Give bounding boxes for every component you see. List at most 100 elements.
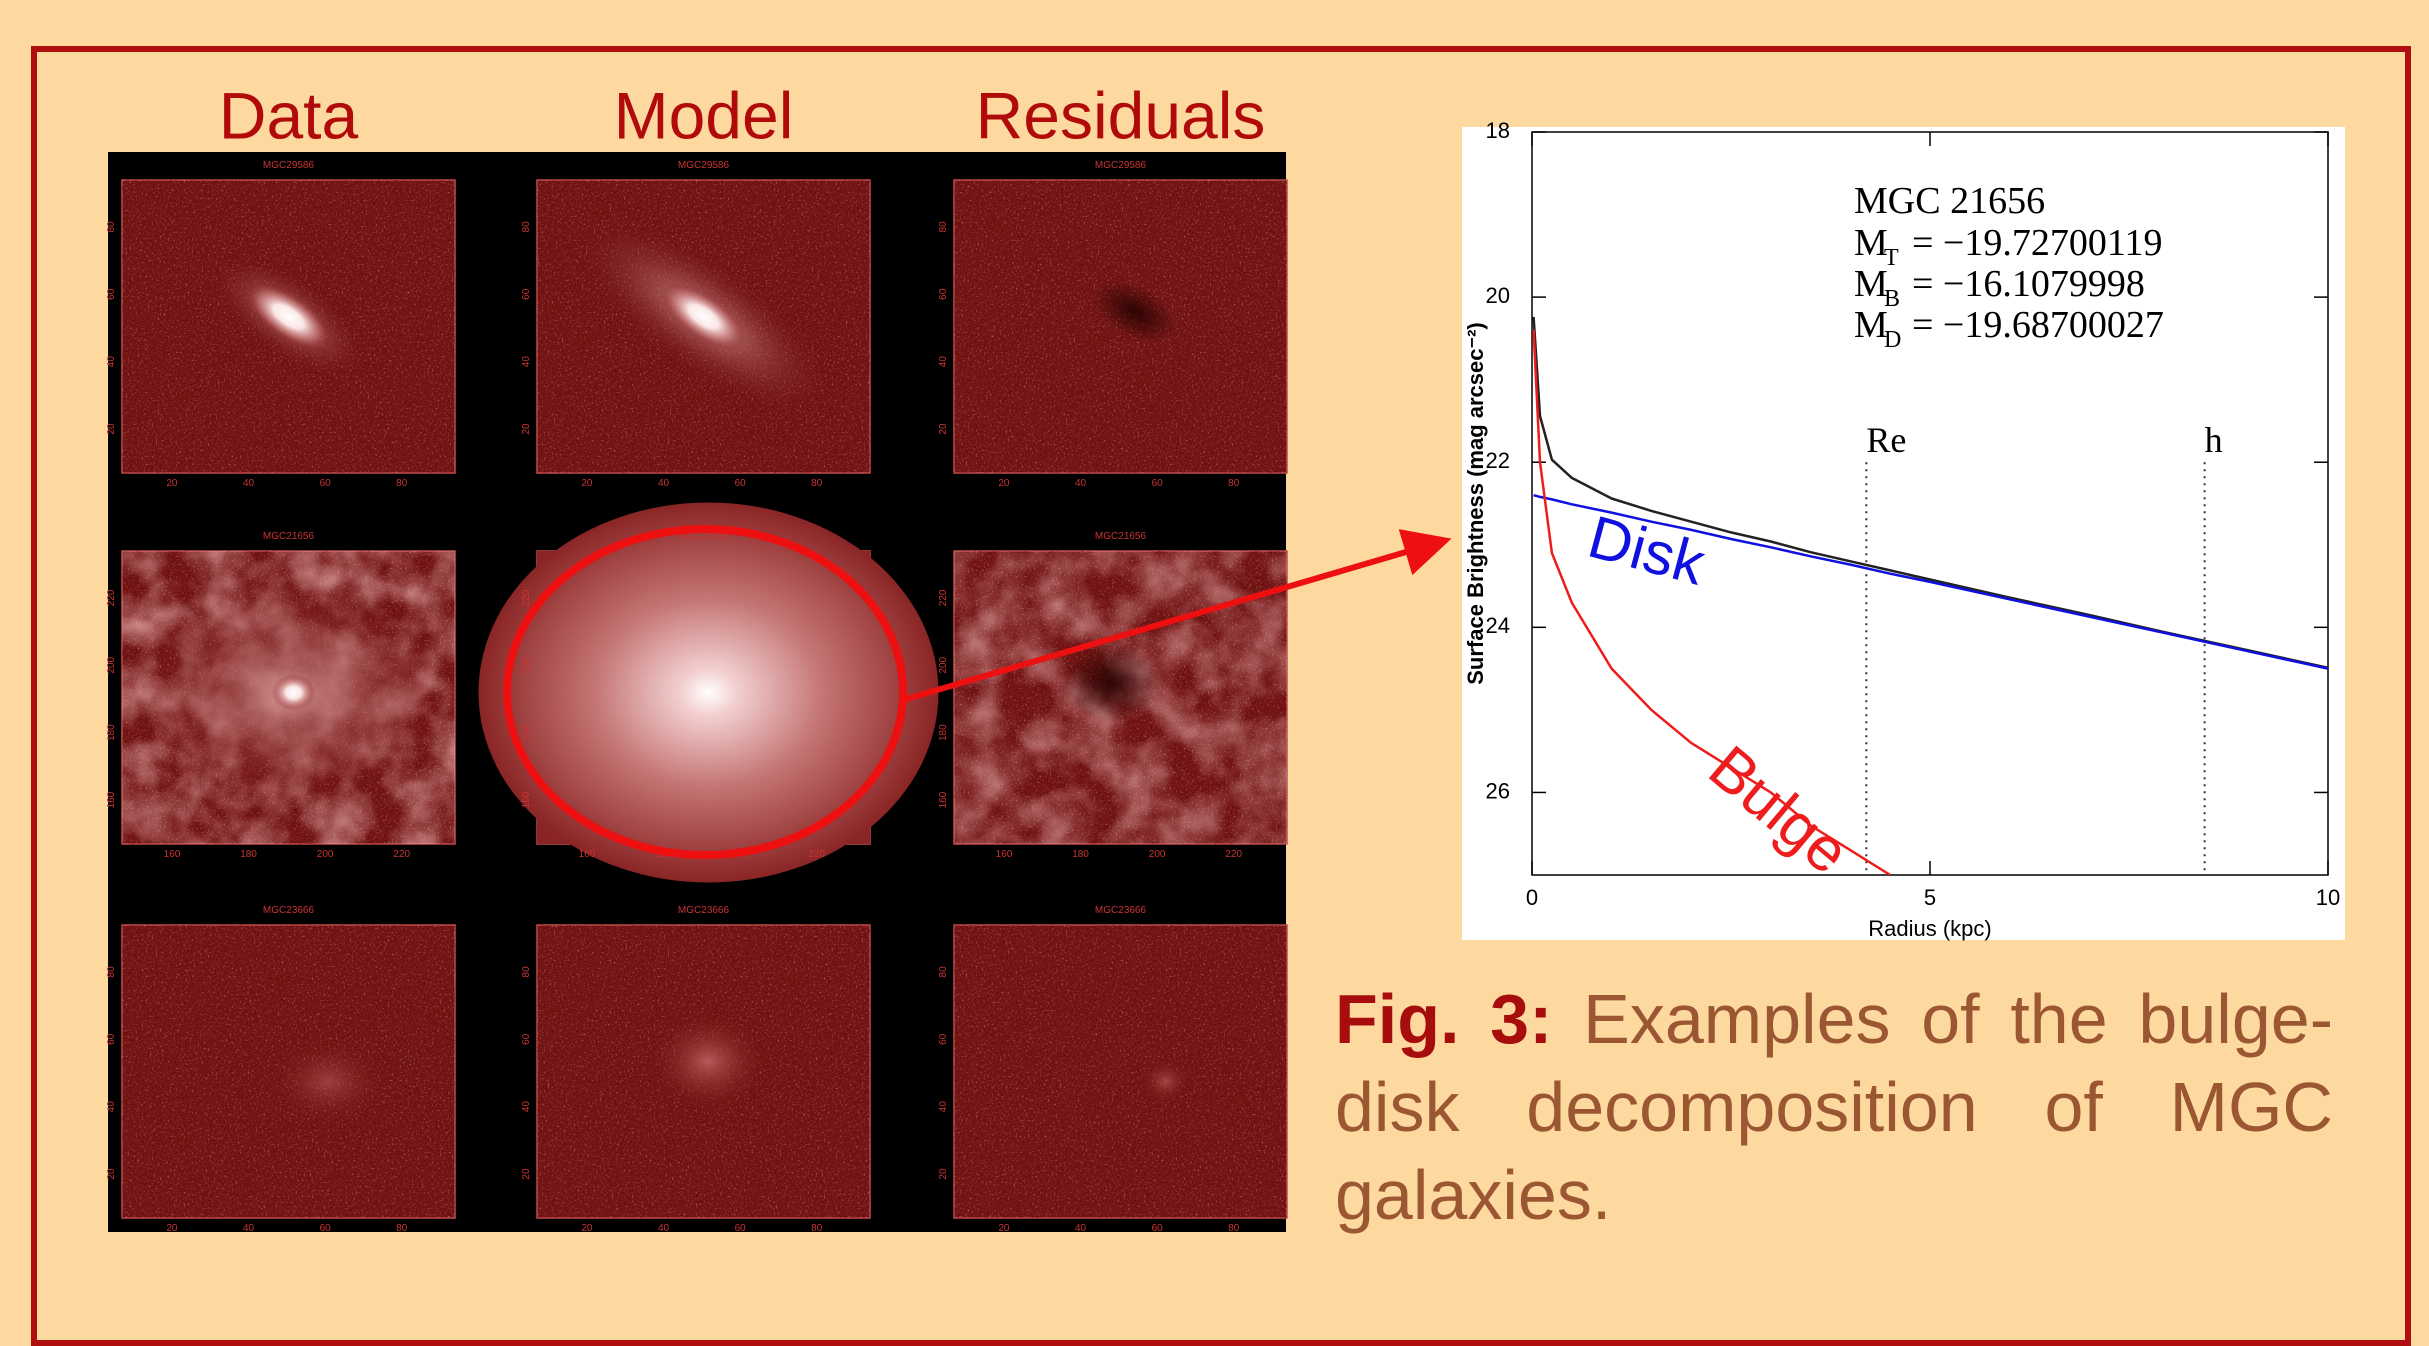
panel-y-tick: 20 <box>106 423 117 435</box>
annotation-symbol: M <box>1854 222 1888 264</box>
panel-y-tick: 40 <box>106 356 117 368</box>
panel-y-tick: 220 <box>938 589 949 606</box>
annotation-subscript: D <box>1884 327 1901 353</box>
panel-y-tick: 80 <box>106 966 117 978</box>
panel-x-tick: 160 <box>996 849 1013 860</box>
panel-y-tick: 200 <box>106 656 117 673</box>
galaxy-faint <box>269 1037 389 1127</box>
panel-x-tick: 20 <box>581 1223 593 1234</box>
panel-x-tick: 80 <box>811 478 823 489</box>
panel-y-tick: 80 <box>938 221 949 233</box>
y-tick-label: 26 <box>1486 778 1510 803</box>
panel-x-tick: 20 <box>581 478 593 489</box>
panel-y-tick: 80 <box>521 966 532 978</box>
panel-x-tick: 40 <box>1075 478 1087 489</box>
model-faint <box>649 1012 769 1112</box>
panel-x-tick: 60 <box>735 478 747 489</box>
panel-x-tick: 220 <box>1225 849 1242 860</box>
galaxy-core <box>272 675 316 711</box>
panel-title: MGC23666 <box>678 905 730 916</box>
chart-title: MGC 21656 <box>1854 180 2045 222</box>
panel-x-tick: 60 <box>320 478 332 489</box>
panel-y-tick: 40 <box>938 1101 949 1113</box>
galaxy-panel: MGC21656160160180180200200220220 <box>479 503 939 883</box>
panel-x-tick: 60 <box>1152 478 1164 489</box>
panel-x-tick: 40 <box>243 1223 255 1234</box>
x-tick-label: 0 <box>1526 885 1538 910</box>
marker-label: h <box>2205 420 2223 460</box>
panel-noise-bright <box>954 925 1287 1218</box>
panel-x-tick: 40 <box>243 478 255 489</box>
panel-title: MGC23666 <box>1095 905 1147 916</box>
panel-y-tick: 160 <box>106 791 117 808</box>
panel-x-tick: 80 <box>1228 1223 1240 1234</box>
panel-x-tick: 220 <box>393 849 410 860</box>
caption-label: Fig. 3: <box>1335 980 1552 1058</box>
panel-y-tick: 20 <box>938 423 949 435</box>
panel-y-tick: 60 <box>106 1033 117 1045</box>
panel-y-tick: 60 <box>938 288 949 300</box>
panel-x-tick: 80 <box>1228 478 1240 489</box>
residual-faint <box>1141 1060 1191 1104</box>
panel-title: MGC21656 <box>263 531 315 542</box>
y-axis-label: Surface Brightness (mag arcsec⁻²) <box>1463 322 1488 685</box>
panel-x-tick: 160 <box>579 849 596 860</box>
panel-y-tick: 220 <box>521 589 532 606</box>
panel-y-tick: 160 <box>938 791 949 808</box>
panel-x-tick: 180 <box>240 849 257 860</box>
panel-x-tick: 40 <box>658 478 670 489</box>
panel-y-tick: 60 <box>106 288 117 300</box>
panel-y-tick: 200 <box>938 656 949 673</box>
panel-y-tick: 60 <box>938 1033 949 1045</box>
model-profile <box>479 503 939 883</box>
x-tick-label: 10 <box>2316 885 2340 910</box>
galaxy-panel: MGC236662020404060608080 <box>106 905 455 1234</box>
panel-y-tick: 20 <box>938 1168 949 1180</box>
panel-y-tick: 40 <box>521 1101 532 1113</box>
panel-y-tick: 180 <box>106 724 117 741</box>
panel-x-tick: 60 <box>320 1223 332 1234</box>
annotation-symbol: M <box>1854 304 1888 346</box>
residual-dark <box>1061 643 1161 723</box>
panel-y-tick: 180 <box>521 724 532 741</box>
caption: Fig. 3: Examples of the bulge-disk decom… <box>1335 975 2333 1239</box>
panel-y-tick: 20 <box>521 1168 532 1180</box>
panel-title: MGC21656 <box>1095 531 1147 542</box>
panel-y-tick: 220 <box>106 589 117 606</box>
column-header: Model <box>614 78 794 152</box>
panel-y-tick: 40 <box>938 356 949 368</box>
panel-x-tick: 80 <box>396 478 408 489</box>
panel-x-tick: 160 <box>164 849 181 860</box>
column-header: Data <box>219 78 359 152</box>
panel-y-tick: 40 <box>106 1101 117 1113</box>
panel-x-tick: 80 <box>811 1223 823 1234</box>
y-tick-label: 20 <box>1486 283 1510 308</box>
y-tick-label: 22 <box>1486 448 1510 473</box>
marker-label: Re <box>1866 420 1906 460</box>
panel-x-tick: 180 <box>1072 849 1089 860</box>
panel-title: MGC29586 <box>263 160 315 171</box>
x-tick-label: 5 <box>1924 885 1936 910</box>
panel-x-tick: 200 <box>1149 849 1166 860</box>
panel-y-tick: 20 <box>106 1168 117 1180</box>
panel-y-tick: 80 <box>938 966 949 978</box>
annotation-value: = −19.72700119 <box>1912 222 2162 264</box>
column-header: Residuals <box>976 78 1266 152</box>
galaxy-panel: MGC236662020404060608080 <box>938 905 1287 1234</box>
panel-y-tick: 160 <box>521 791 532 808</box>
annotation-symbol: M <box>1854 263 1888 305</box>
panel-title: MGC23666 <box>263 905 315 916</box>
panel-y-tick: 80 <box>521 221 532 233</box>
panel-x-tick: 40 <box>658 1223 670 1234</box>
panel-x-tick: 220 <box>808 849 825 860</box>
galaxy-panel: MGC295862020404060608080 <box>106 160 455 489</box>
panel-y-tick: 20 <box>521 423 532 435</box>
panel-x-tick: 20 <box>998 1223 1010 1234</box>
x-axis-label: Radius (kpc) <box>1868 916 1991 941</box>
annotation-value: = −16.1079998 <box>1912 263 2145 305</box>
panel-y-tick: 200 <box>521 656 532 673</box>
panel-x-tick: 40 <box>1075 1223 1087 1234</box>
